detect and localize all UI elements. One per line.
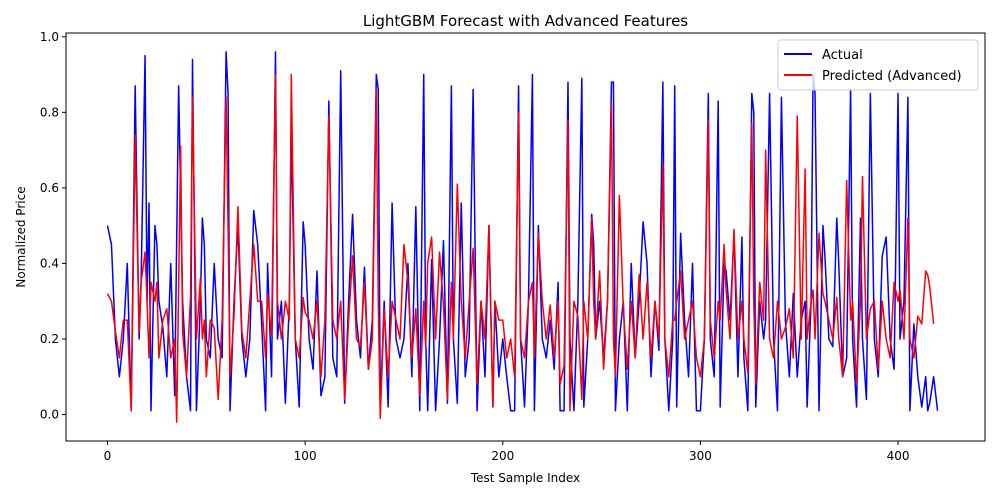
chart-title: LightGBM Forecast with Advanced Features: [363, 12, 688, 30]
series-line-predicted: [106, 73, 935, 423]
y-axis-label: Normalized Price: [14, 186, 28, 287]
legend: Actual Predicted (Advanced): [777, 39, 979, 91]
x-tick-label: 0: [104, 449, 112, 463]
x-tick-label: 400: [887, 449, 910, 463]
axes-frame: [65, 32, 986, 442]
plot-area: [106, 51, 939, 423]
y-tick-label: 0.8: [40, 105, 59, 119]
legend-label-actual: Actual: [822, 48, 863, 63]
x-axis: 0 100 200 300 400: [104, 441, 910, 463]
x-axis-label: Test Sample Index: [470, 471, 580, 485]
y-tick-label: 0.6: [40, 181, 59, 195]
legend-label-predicted: Predicted (Advanced): [822, 69, 962, 84]
y-tick-label: 1.0: [40, 30, 59, 44]
y-tick-label: 0.2: [40, 332, 59, 346]
x-tick-label: 200: [491, 449, 514, 463]
x-tick-label: 100: [294, 449, 317, 463]
legend-box: [777, 39, 979, 91]
y-tick-label: 0.0: [40, 408, 59, 422]
y-axis: 0.0 0.2 0.4 0.6 0.8 1.0: [40, 30, 66, 422]
y-tick-label: 0.4: [40, 256, 59, 270]
x-tick-label: 300: [689, 449, 712, 463]
